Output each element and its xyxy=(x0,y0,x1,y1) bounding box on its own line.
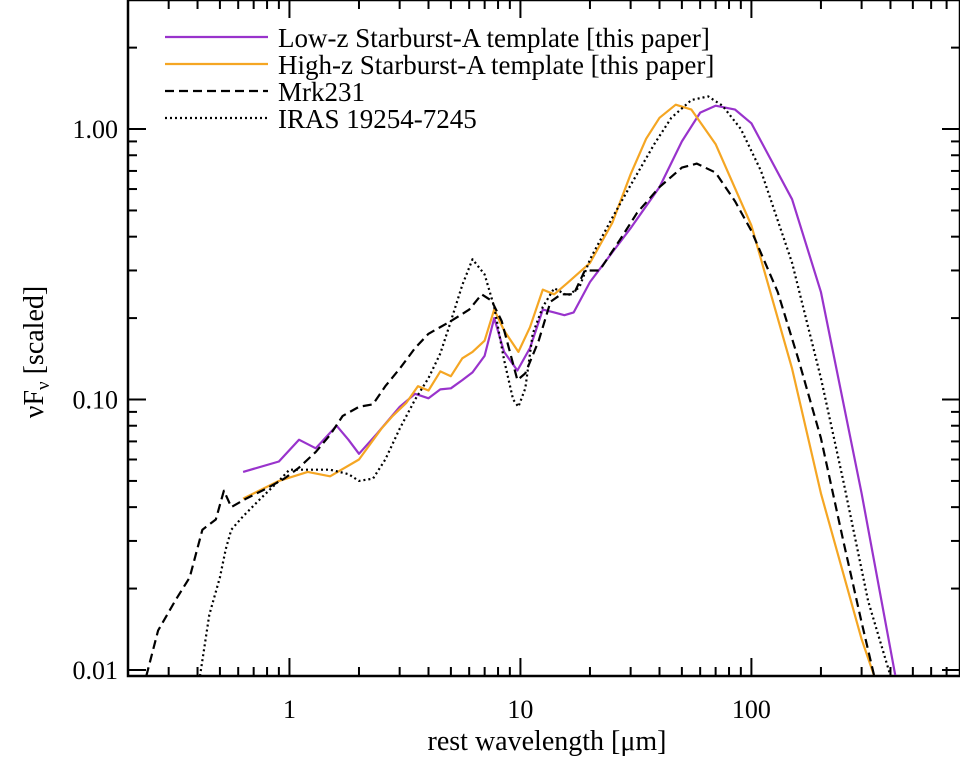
legend-label: High-z Starburst-A template [this paper] xyxy=(278,50,714,80)
series-line xyxy=(199,95,892,675)
series-line xyxy=(242,104,897,675)
legend-label: IRAS 19254-7245 xyxy=(278,104,477,134)
y-tick-label: 0.10 xyxy=(73,386,119,415)
series-line xyxy=(242,103,876,675)
x-axis-title: rest wavelength [μm] xyxy=(428,726,667,757)
axis-ticks xyxy=(127,0,960,676)
legend-label: Mrk231 xyxy=(278,77,365,107)
y-axis-title-main: νF xyxy=(19,390,50,418)
y-tick-label: 0.01 xyxy=(73,656,119,685)
legend: Low-z Starburst-A template [this paper]H… xyxy=(165,23,714,134)
x-tick-label: 1 xyxy=(283,695,296,724)
axis-tick-labels: 1 10 100 0.01 0.10 1.00 xyxy=(73,115,771,724)
legend-label: Low-z Starburst-A template [this paper] xyxy=(278,23,710,53)
series-line xyxy=(145,162,876,675)
y-axis-title: νFν [scaled] xyxy=(19,286,54,418)
y-axis-title-sub: ν xyxy=(33,381,54,390)
plot-frame xyxy=(126,0,960,678)
x-tick-label: 10 xyxy=(507,695,533,724)
y-axis-title-rest: [scaled] xyxy=(19,286,50,382)
y-tick-label: 1.00 xyxy=(73,115,119,144)
x-tick-label: 100 xyxy=(732,695,771,724)
series-lines xyxy=(145,95,897,675)
